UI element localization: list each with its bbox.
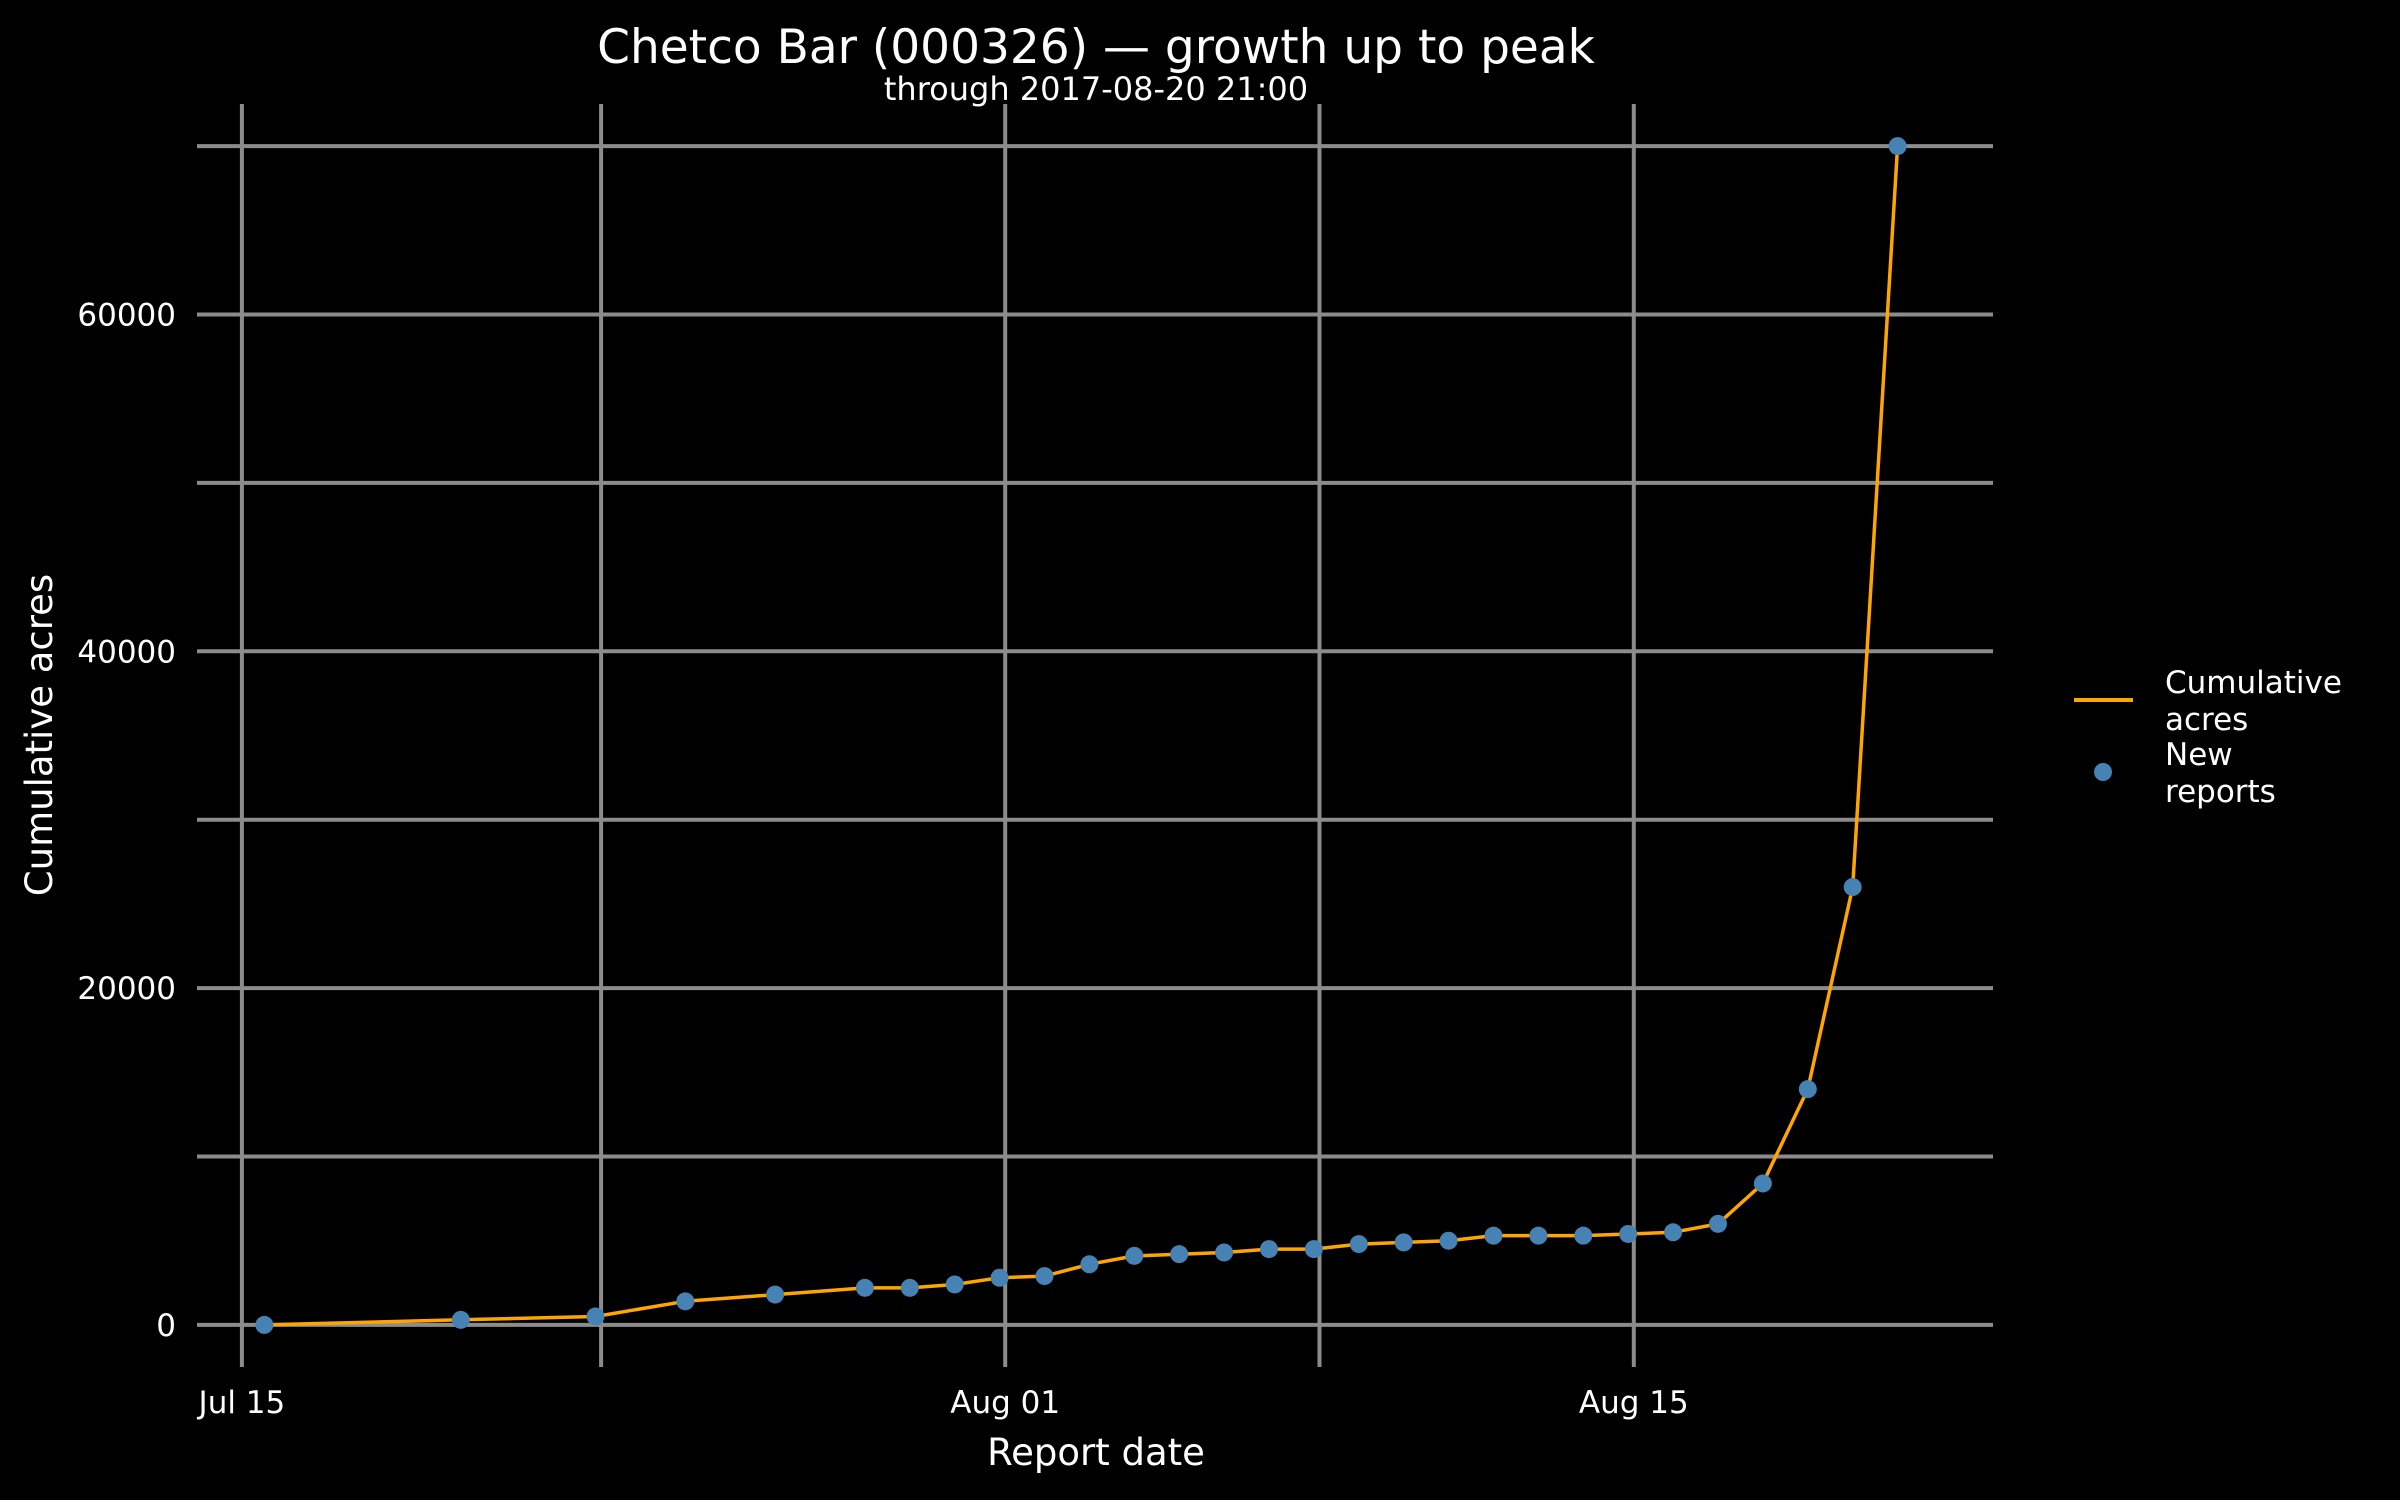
data-point [1439,1231,1458,1250]
y-axis-title: Cumulative acres [18,574,61,896]
data-point [1170,1245,1189,1264]
data-point [1753,1174,1772,1193]
x-tick-labels: Jul 15 Aug 01 Aug 15 [197,1385,1689,1421]
data-point [1888,137,1907,156]
data-point [1574,1226,1593,1245]
data-point [1843,878,1862,897]
legend-points-label: New reports [2165,737,2276,810]
data-point [1080,1255,1099,1274]
data-point [1035,1267,1054,1286]
data-point [1529,1226,1548,1245]
data-point [1394,1233,1413,1252]
legend-line-label: Cumulative acres [2165,665,2342,738]
x-tick-label: Aug 15 [1579,1385,1689,1421]
legend-label-line: reports [2165,774,2276,810]
legend-label-line: New [2165,737,2233,773]
data-point [1619,1224,1638,1243]
data-point [1304,1240,1323,1259]
y-tick-label: 0 [156,1308,176,1344]
data-point [1215,1243,1234,1262]
data-point [1349,1235,1368,1254]
data-point [451,1310,470,1329]
legend-point-swatch [2094,763,2112,781]
y-tick-label: 40000 [77,634,176,670]
y-tick-label: 20000 [77,971,176,1007]
data-point [900,1278,919,1297]
y-tick-labels: 0 20000 40000 60000 [77,298,176,1344]
x-axis-title: Report date [987,1431,1205,1474]
data-point [1259,1240,1278,1259]
chart-subtitle: through 2017-08-20 21:00 [884,70,1308,108]
legend-label-line: acres [2165,702,2248,738]
data-point [855,1278,874,1297]
x-tick-label: Jul 15 [197,1385,286,1421]
data-point [990,1268,1009,1287]
data-point [1664,1223,1683,1242]
grid [197,104,1993,1367]
chart-title: Chetco Bar (000326) — growth up to peak [597,20,1595,75]
data-point [255,1315,274,1334]
data-point [1708,1214,1727,1233]
data-point [1798,1080,1817,1099]
data-point [1484,1226,1503,1245]
series-points-layer [255,137,1907,1334]
legend-label-line: Cumulative [2165,665,2342,701]
y-tick-label: 60000 [77,298,176,334]
legend: Cumulative acres New reports [2074,665,2342,810]
data-point [945,1275,964,1294]
data-point [1125,1246,1144,1265]
data-point [766,1285,785,1304]
x-tick-label: Aug 01 [950,1385,1060,1421]
data-point [676,1292,695,1311]
data-point [586,1307,605,1326]
